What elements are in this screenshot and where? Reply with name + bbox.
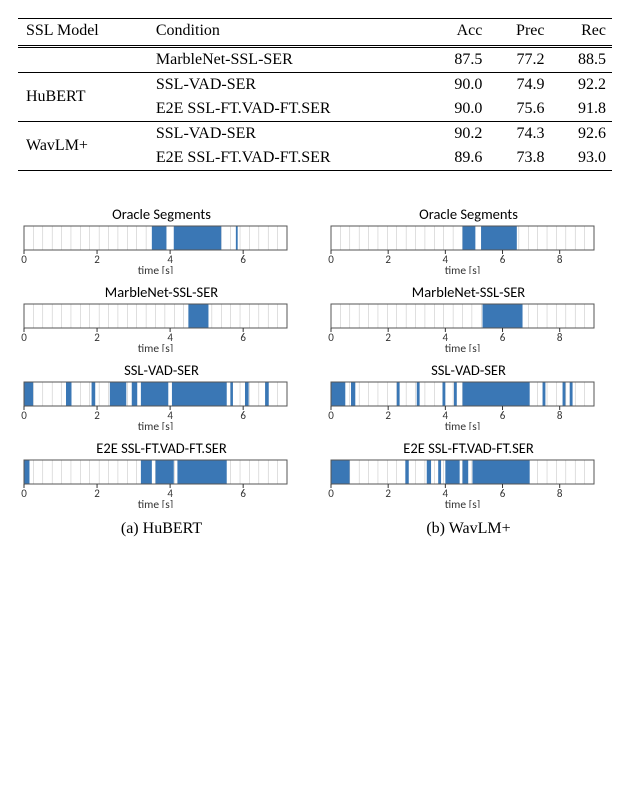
svg-text:6: 6 [500,487,506,500]
cell-prec: 74.3 [488,122,550,147]
cell-rec: 93.0 [550,146,612,171]
chart-panel: 0246time [s] [18,302,293,352]
chart-panel: 0246time [s] [18,380,293,430]
svg-text:6: 6 [500,331,506,344]
svg-text:6: 6 [240,409,246,422]
chart-panel: 02468time [s] [325,302,600,352]
svg-text:time [s]: time [s] [445,498,480,508]
svg-text:time [s]: time [s] [445,342,480,352]
svg-text:6: 6 [240,487,246,500]
cell-prec: 73.8 [488,146,550,171]
svg-text:0: 0 [21,331,27,344]
col-prec: Prec [488,19,550,47]
svg-text:0: 0 [328,409,334,422]
svg-text:0: 0 [328,331,334,344]
svg-text:2: 2 [94,409,100,422]
panel-title: Oracle Segments [325,205,612,223]
cell-rec: 92.2 [550,73,612,98]
panel-title: MarbleNet-SSL-SER [325,283,612,301]
svg-text:6: 6 [500,409,506,422]
svg-text:time [s]: time [s] [445,264,480,274]
svg-text:2: 2 [385,487,391,500]
chart-column-b: Oracle Segments02468time [s]MarbleNet-SS… [325,205,612,538]
cell-acc: 90.0 [427,73,488,98]
charts-wrap: Oracle Segments0246time [s]MarbleNet-SSL… [18,205,612,538]
table-row: MarbleNet-SSL-SER87.577.288.5 [18,47,612,73]
svg-text:0: 0 [328,253,334,266]
cell-cond: SSL-VAD-SER [148,73,427,98]
chart-panel: 0246time [s] [18,458,293,508]
cell-prec: 77.2 [488,47,550,73]
svg-text:6: 6 [500,253,506,266]
table-row: WavLM+SSL-VAD-SER90.274.392.6 [18,122,612,147]
cell-model: WavLM+ [18,122,148,171]
chart-panel: 02468time [s] [325,458,600,508]
svg-text:time [s]: time [s] [445,420,480,430]
svg-text:0: 0 [21,409,27,422]
svg-text:8: 8 [557,331,563,344]
svg-text:0: 0 [21,253,27,266]
svg-text:8: 8 [557,253,563,266]
svg-text:0: 0 [328,487,334,500]
cell-rec: 92.6 [550,122,612,147]
cell-acc: 87.5 [427,47,488,73]
chart-panel: 02468time [s] [325,380,600,430]
svg-text:6: 6 [240,331,246,344]
table-row: HuBERTSSL-VAD-SER90.074.992.2 [18,73,612,98]
svg-text:time [s]: time [s] [138,498,173,508]
cell-acc: 90.2 [427,122,488,147]
col-acc: Acc [427,19,488,47]
cell-cond: SSL-VAD-SER [148,122,427,147]
cell-prec: 74.9 [488,73,550,98]
svg-text:2: 2 [385,253,391,266]
cell-rec: 88.5 [550,47,612,73]
results-table: SSL Model Condition Acc Prec Rec MarbleN… [18,18,612,171]
svg-text:6: 6 [240,253,246,266]
svg-text:8: 8 [557,487,563,500]
svg-text:time [s]: time [s] [138,342,173,352]
chart-panel: 0246time [s] [18,224,293,274]
panel-title: Oracle Segments [18,205,305,223]
cell-cond: MarbleNet-SSL-SER [148,47,427,73]
cell-model: HuBERT [18,73,148,122]
panel-title: SSL-VAD-SER [18,361,305,379]
svg-text:time [s]: time [s] [138,264,173,274]
svg-text:time [s]: time [s] [138,420,173,430]
panel-title: E2E SSL-FT.VAD-FT.SER [18,439,305,457]
chart-column-a: Oracle Segments0246time [s]MarbleNet-SSL… [18,205,305,538]
panel-title: E2E SSL-FT.VAD-FT.SER [325,439,612,457]
svg-text:2: 2 [385,409,391,422]
col-condition: Condition [148,19,427,47]
panel-title: SSL-VAD-SER [325,361,612,379]
svg-text:0: 0 [21,487,27,500]
cell-acc: 90.0 [427,97,488,122]
chart-panel: 02468time [s] [325,224,600,274]
col-ssl-model: SSL Model [18,19,148,47]
cell-rec: 91.8 [550,97,612,122]
svg-text:8: 8 [557,409,563,422]
svg-text:2: 2 [94,487,100,500]
svg-text:2: 2 [94,253,100,266]
column-caption: (b) WavLM+ [325,520,612,538]
cell-acc: 89.6 [427,146,488,171]
cell-cond: E2E SSL-FT.VAD-FT.SER [148,146,427,171]
col-rec: Rec [550,19,612,47]
panel-title: MarbleNet-SSL-SER [18,283,305,301]
column-caption: (a) HuBERT [18,520,305,538]
cell-prec: 75.6 [488,97,550,122]
cell-model [18,47,148,73]
svg-text:2: 2 [94,331,100,344]
cell-cond: E2E SSL-FT.VAD-FT.SER [148,97,427,122]
svg-text:2: 2 [385,331,391,344]
